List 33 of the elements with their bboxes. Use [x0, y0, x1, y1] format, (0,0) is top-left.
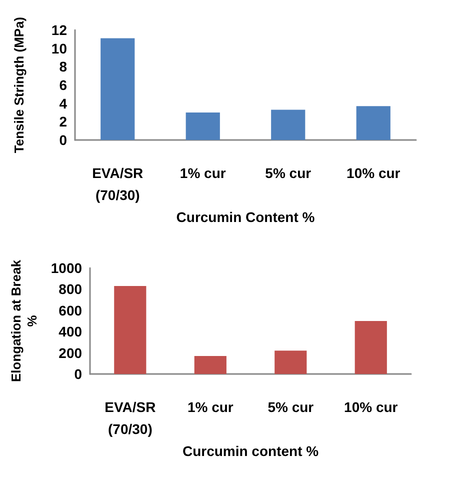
- y-axis-title: Elongation at Break %: [8, 259, 40, 382]
- y-tick-label: 8: [59, 58, 68, 75]
- x-axis-title: Curcumin content %: [182, 443, 320, 459]
- y-tick-label: 4: [59, 95, 68, 112]
- y-tick-label: 1000: [50, 260, 82, 276]
- bar: [354, 321, 387, 374]
- x-axis-title: Curcumin Content %: [176, 209, 316, 225]
- y-tick-label: 0: [59, 132, 68, 148]
- y-tick-label: 200: [58, 344, 82, 361]
- x-tick-label: 5% cur: [265, 165, 312, 181]
- y-tick-label: 2: [59, 114, 68, 130]
- y-tick-label: 800: [58, 281, 82, 298]
- bar: [274, 350, 307, 374]
- y-tick-label: 0: [74, 366, 82, 382]
- y-tick-label: 10: [51, 40, 68, 56]
- x-tick-label: 1% cur: [187, 399, 234, 415]
- bar: [186, 112, 220, 140]
- y-tick-label: 6: [59, 77, 68, 93]
- x-tick-label: 1% cur: [180, 165, 226, 181]
- x-tick-label: EVA/SR (70/30): [104, 399, 156, 437]
- x-tick-label: 10% cur: [346, 165, 401, 181]
- bar: [356, 106, 390, 140]
- y-tick-label: 12: [51, 22, 68, 38]
- y-tick-label: 400: [58, 324, 82, 340]
- x-tick-label: 10% cur: [344, 399, 398, 415]
- y-axis-title: Tensile Stringth (MPa): [12, 16, 26, 154]
- x-tick-label: EVA/SR (70/30): [92, 165, 144, 203]
- y-tick-label: 600: [58, 302, 82, 318]
- bar: [194, 356, 226, 374]
- bar: [100, 38, 135, 140]
- bar: [271, 110, 306, 140]
- bar: [114, 286, 146, 374]
- x-tick-label: 5% cur: [268, 399, 314, 415]
